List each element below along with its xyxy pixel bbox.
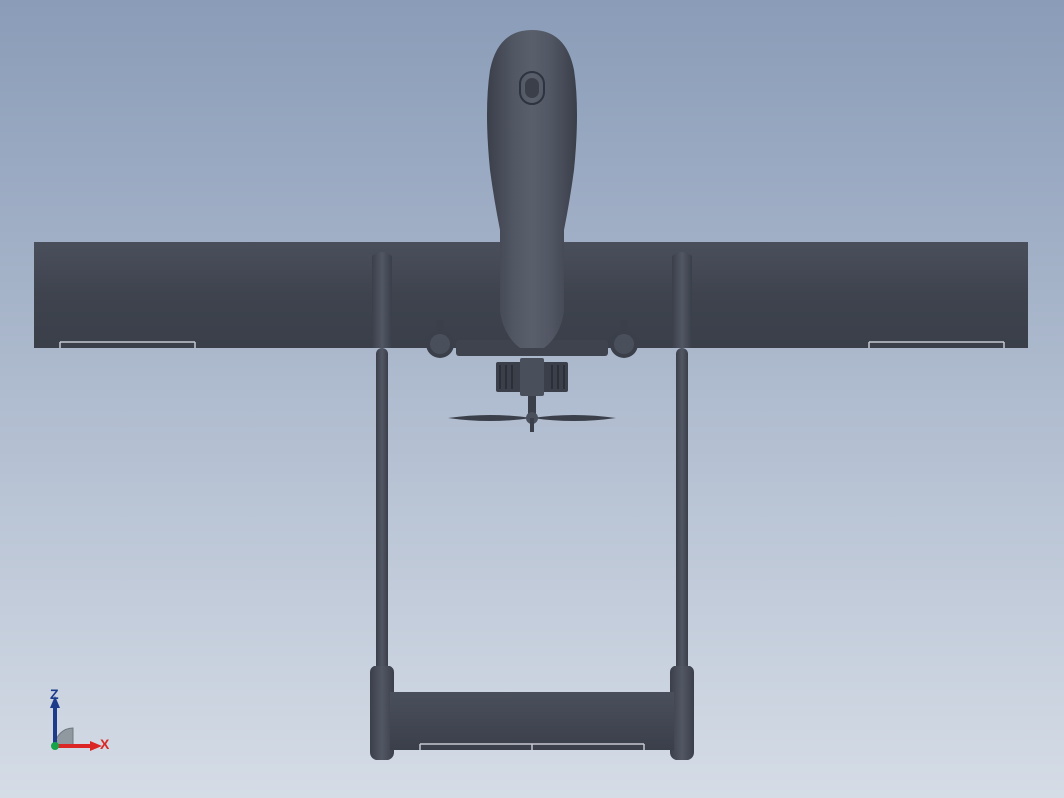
right-boom-mount	[672, 252, 692, 348]
left-boom-mount	[372, 252, 392, 348]
cad-viewport[interactable]: Z X	[0, 0, 1064, 798]
z-axis-label: Z	[50, 686, 59, 702]
left-tail-boom	[376, 348, 388, 688]
right-tail-boom	[676, 348, 688, 688]
fuselage	[487, 30, 577, 348]
axis-triad[interactable]: Z X	[30, 688, 120, 778]
model-render	[0, 0, 1064, 798]
y-axis	[51, 742, 59, 750]
x-axis-label: X	[100, 736, 109, 752]
horizontal-tail	[390, 692, 674, 750]
